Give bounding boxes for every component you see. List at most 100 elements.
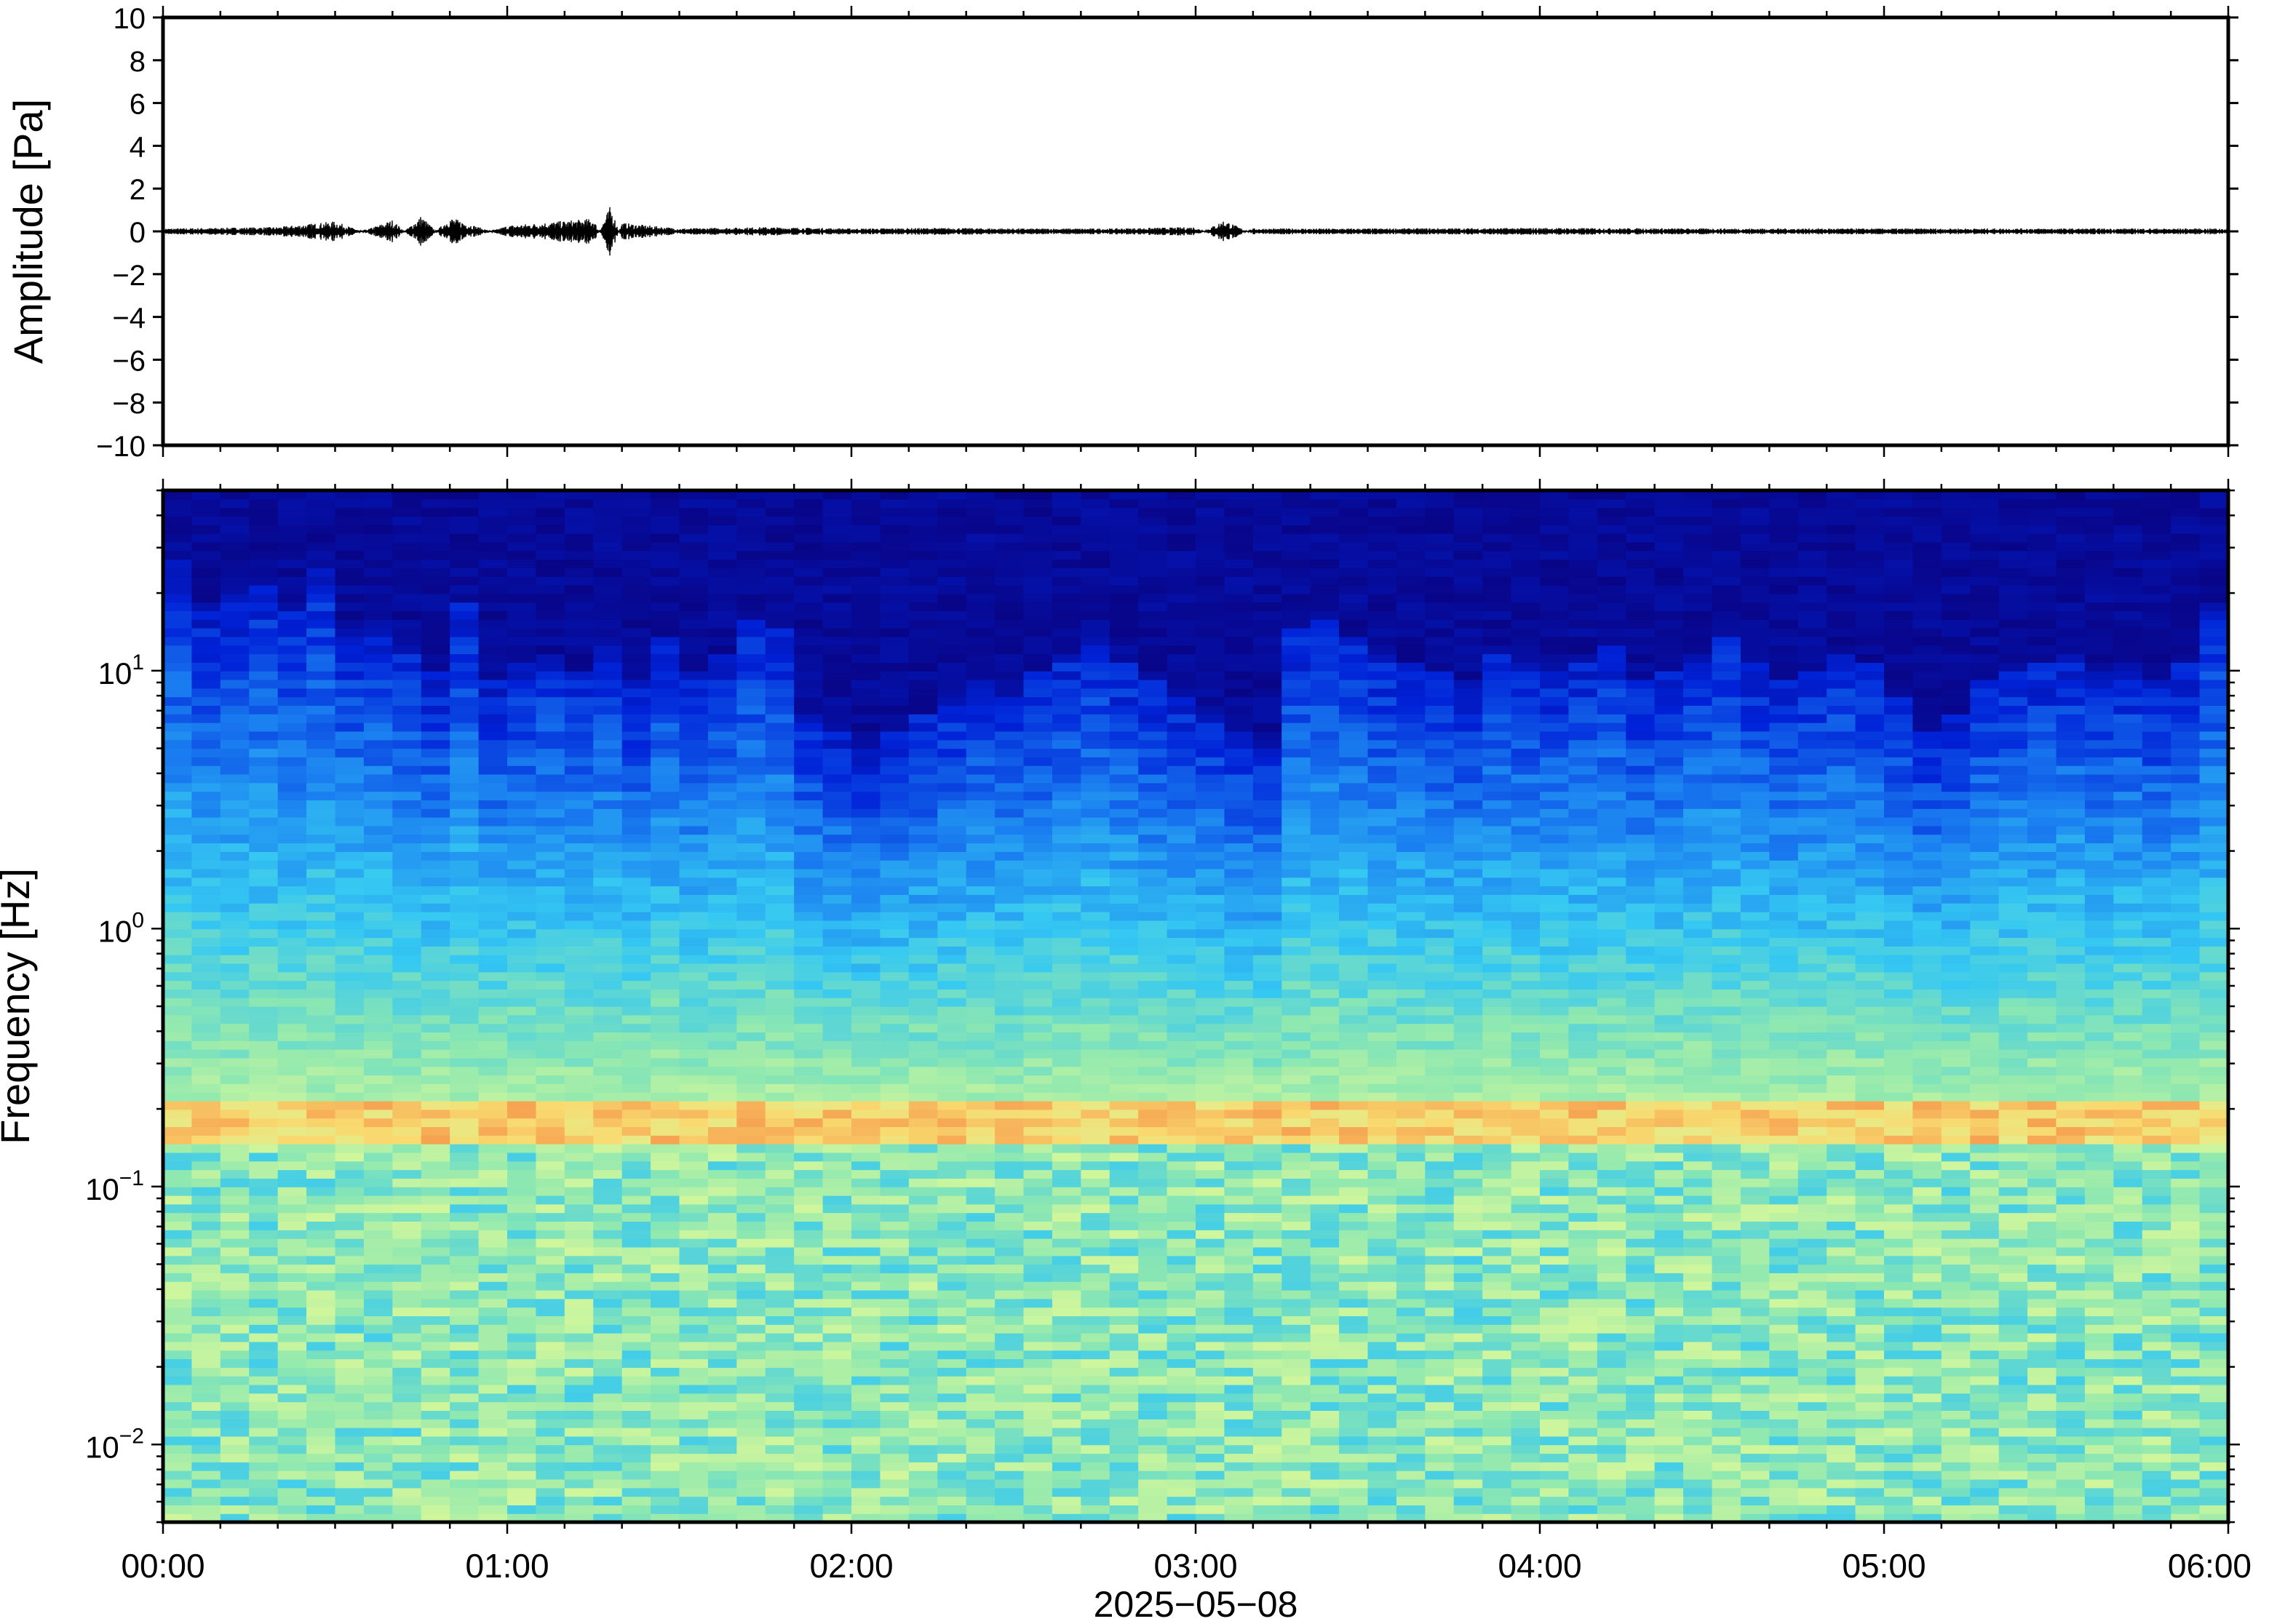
spectrogram-cell	[651, 714, 680, 723]
spectrogram-cell	[851, 843, 881, 852]
spectrogram-cell	[593, 1453, 623, 1462]
spectrogram-cell	[1023, 1401, 1053, 1411]
spectrogram-cell	[707, 808, 737, 818]
spectrogram-cell	[966, 928, 996, 939]
spectrogram-cell	[966, 628, 996, 637]
spectrogram-cell	[564, 541, 594, 552]
spectrogram-cell	[794, 1246, 824, 1257]
spectrogram-cell	[937, 1118, 967, 1128]
spectrogram-cell	[450, 1126, 480, 1136]
spectrogram-cell	[306, 757, 336, 766]
spectrogram-cell	[621, 516, 651, 525]
spectrogram-cell	[163, 825, 193, 835]
spectrogram-cell	[507, 1040, 537, 1050]
spectrogram-cell	[995, 593, 1025, 603]
spectrogram-cell	[277, 1289, 307, 1299]
spectrogram-cell	[363, 1453, 393, 1462]
spectrogram-cell	[163, 1195, 193, 1205]
spectrogram-cell	[593, 1040, 623, 1050]
spectrogram-cell	[621, 619, 651, 629]
spectrogram-cell	[1167, 1478, 1196, 1489]
spectrogram-cell	[822, 602, 852, 612]
spectrogram-cell	[937, 1238, 967, 1248]
spectrogram-cell	[478, 696, 508, 706]
spectrogram-cell	[1052, 1393, 1081, 1403]
spectrogram-cell	[1052, 834, 1081, 844]
spectrogram-cell	[335, 1152, 365, 1162]
spectrogram-cell	[478, 671, 508, 680]
spectrogram-cell	[392, 1419, 422, 1428]
spectrogram-cell	[220, 559, 250, 568]
spectrogram-cell	[1224, 1401, 1254, 1411]
spectrogram-cell	[536, 1014, 565, 1024]
spectrogram-cell	[392, 920, 422, 930]
spectrogram-cell	[335, 1066, 365, 1076]
spectrogram-cell	[1052, 765, 1081, 775]
spectrogram-cell	[1252, 851, 1282, 861]
spectrogram-cell	[1224, 584, 1254, 594]
spectrogram-cell	[450, 843, 480, 852]
spectrogram-cell	[794, 748, 824, 757]
spectrogram-cell	[995, 1478, 1025, 1489]
spectrogram-cell	[880, 1273, 910, 1282]
spectrogram-cell	[822, 1324, 852, 1334]
spectrogram-cell	[277, 602, 307, 612]
spectrogram-cell	[621, 868, 651, 878]
spectrogram-cell	[249, 963, 279, 973]
spectrogram-cell	[163, 645, 193, 655]
spectrogram-cell	[880, 498, 910, 509]
spectrogram-cell	[507, 1307, 537, 1316]
spectrogram-cell	[1109, 877, 1139, 887]
spectrogram-cell	[392, 1169, 422, 1179]
spectrogram-cell	[335, 568, 365, 577]
spectrogram-cell	[1138, 920, 1168, 930]
spectrogram-cell	[163, 1496, 193, 1505]
spectrogram-cell	[478, 731, 508, 741]
spectrogram-cell	[621, 1212, 651, 1222]
spectrogram-cell	[507, 782, 537, 792]
spectrogram-cell	[937, 1221, 967, 1230]
spectrogram-cell	[1109, 1203, 1139, 1214]
spectrogram-cell	[335, 1367, 365, 1377]
spectrogram-cell	[306, 705, 336, 715]
spectrogram-cell	[937, 1246, 967, 1257]
spectrogram-cell	[277, 1376, 307, 1385]
spectrogram-cell	[707, 1238, 737, 1248]
spectrogram-cell	[1167, 1057, 1196, 1067]
spectrogram-cell	[908, 550, 938, 560]
spectrogram-cell	[794, 1298, 824, 1308]
spectrogram-cell	[1252, 817, 1282, 827]
spectrogram-cell	[966, 1350, 996, 1360]
spectrogram-cell	[1052, 1462, 1081, 1471]
spectrogram-cell	[736, 1289, 766, 1299]
spectrogram-cell	[995, 602, 1025, 612]
spectrogram-cell	[163, 1006, 193, 1016]
spectrogram-cell	[679, 662, 709, 672]
spectrogram-cell	[851, 1212, 881, 1222]
spectrogram-cell	[1109, 980, 1139, 990]
spectrogram-cell	[765, 1384, 795, 1394]
spectrogram-cell	[306, 1014, 336, 1024]
spectrogram-cell	[1052, 1100, 1081, 1110]
spectrogram-cell	[421, 868, 450, 878]
spectrogram-cell	[651, 1187, 680, 1196]
spectrogram-cell	[822, 1281, 852, 1291]
spectrogram-cell	[478, 507, 508, 517]
spectrogram-cell	[880, 825, 910, 835]
spectrogram-cell	[765, 1324, 795, 1334]
spectrogram-cell	[1023, 1350, 1053, 1360]
spectrogram-cell	[851, 1419, 881, 1428]
spectrogram-cell	[908, 541, 938, 552]
spectrogram-cell	[880, 739, 910, 749]
spectrogram-cell	[1167, 584, 1196, 594]
spectrogram-cell	[1281, 559, 1311, 568]
spectrogram-cell	[191, 507, 221, 517]
spectrogram-cell	[220, 653, 250, 663]
spectrogram-cell	[707, 894, 737, 904]
spectrogram-cell	[794, 1066, 824, 1076]
spectrogram-cell	[277, 1367, 307, 1377]
spectrogram-cell	[1138, 550, 1168, 560]
spectrogram-cell	[277, 1436, 307, 1446]
spectrogram-cell	[851, 1195, 881, 1205]
spectrogram-cell	[851, 834, 881, 844]
